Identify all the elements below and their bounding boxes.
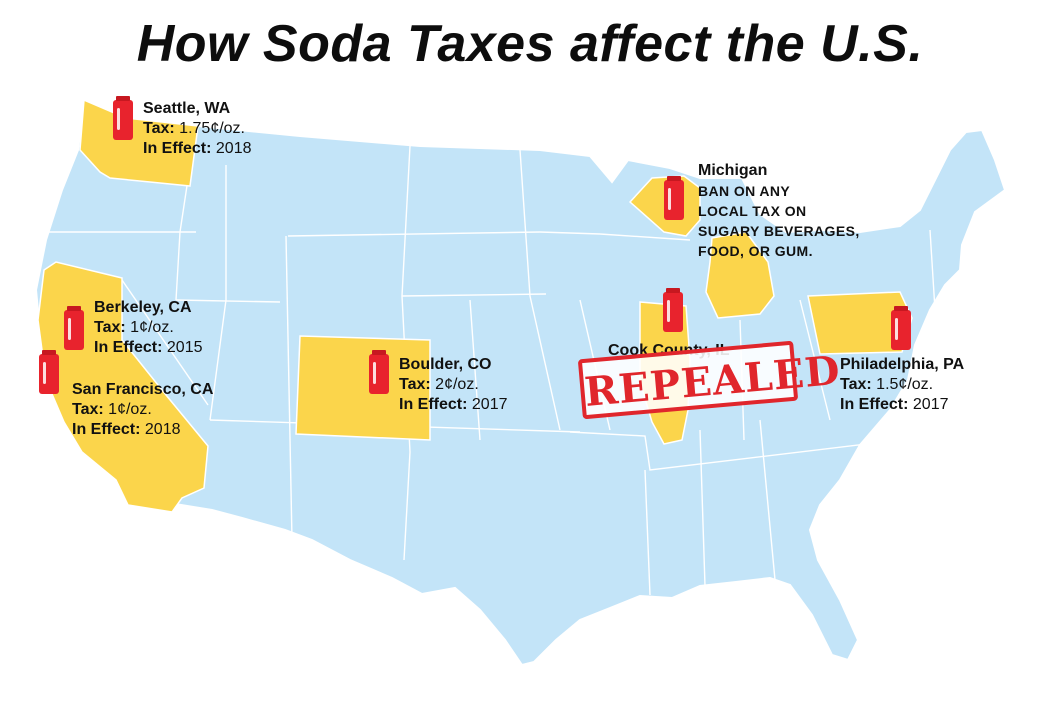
soda-can-icon xyxy=(64,306,84,350)
effect-label: In Effect: xyxy=(840,396,909,413)
tax-value: 2¢/oz. xyxy=(435,376,479,393)
tax-value: 1¢/oz. xyxy=(130,319,174,336)
soda-can-icon xyxy=(113,96,133,140)
location-name: Philadelphia, PA xyxy=(840,356,965,373)
michigan-note-line: FOOD, OR GUM. xyxy=(698,243,813,259)
philadelphia-label: Philadelphia, PA Tax: 1.5¢/oz. In Effect… xyxy=(840,355,964,415)
effect-year: 2017 xyxy=(912,396,949,413)
effect-label: In Effect: xyxy=(72,421,141,438)
michigan-note-line: BAN ON ANY xyxy=(698,183,791,199)
seattle-label: Seattle, WA Tax: 1.75¢/oz. In Effect: 20… xyxy=(143,99,252,159)
location-name: San Francisco, CA xyxy=(72,381,214,398)
effect-year: 2018 xyxy=(144,421,181,438)
tax-value: 1.5¢/oz. xyxy=(876,376,934,393)
tax-label: Tax: xyxy=(399,376,431,393)
san-francisco-label: San Francisco, CA Tax: 1¢/oz. In Effect:… xyxy=(72,380,213,440)
tax-label: Tax: xyxy=(840,376,872,393)
michigan-note-line: LOCAL TAX ON xyxy=(698,203,807,219)
tax-label: Tax: xyxy=(143,120,175,137)
effect-label: In Effect: xyxy=(399,396,468,413)
soda-can-icon xyxy=(369,350,389,394)
location-name: Boulder, CO xyxy=(399,356,492,373)
michigan-note-line: SUGARY BEVERAGES, xyxy=(698,223,860,239)
tax-value: 1¢/oz. xyxy=(108,401,152,418)
tax-value: 1.75¢/oz. xyxy=(179,120,245,137)
effect-label: In Effect: xyxy=(94,339,163,356)
location-name: Seattle, WA xyxy=(143,100,231,117)
michigan-lower-region xyxy=(705,231,775,319)
soda-can-icon xyxy=(664,176,684,220)
tax-label: Tax: xyxy=(72,401,104,418)
tax-label: Tax: xyxy=(94,319,126,336)
boulder-label: Boulder, CO Tax: 2¢/oz. In Effect: 2017 xyxy=(399,355,508,415)
effect-label: In Effect: xyxy=(143,140,212,157)
colorado-region xyxy=(295,335,431,441)
effect-year: 2018 xyxy=(215,140,252,157)
effect-year: 2017 xyxy=(471,396,508,413)
us-land xyxy=(34,98,1007,667)
map-title: How Soda Taxes affect the U.S. xyxy=(136,15,924,73)
soda-can-icon xyxy=(891,306,911,350)
effect-year: 2015 xyxy=(166,339,203,356)
location-name: Michigan xyxy=(698,162,768,179)
soda-can-icon xyxy=(39,350,59,394)
michigan-label: Michigan BAN ON ANY LOCAL TAX ON SUGARY … xyxy=(698,161,860,261)
washington-region xyxy=(79,98,199,187)
berkeley-label: Berkeley, CA Tax: 1¢/oz. In Effect: 2015 xyxy=(94,298,203,358)
location-name: Berkeley, CA xyxy=(94,299,192,316)
soda-can-icon xyxy=(663,288,683,332)
